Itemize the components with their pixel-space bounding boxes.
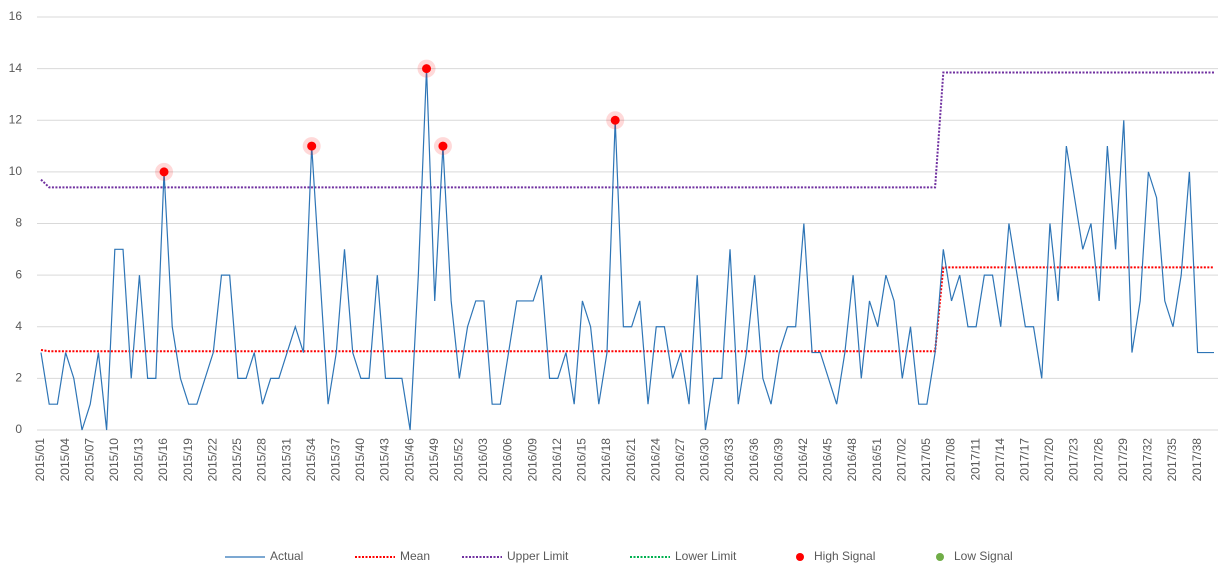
series-line	[40, 266, 1214, 353]
x-tick-label: 2016/51	[870, 438, 884, 482]
x-tick-label: 2017/05	[919, 438, 933, 482]
x-tick-label: 2015/10	[107, 438, 121, 482]
x-tick-label: 2016/06	[501, 438, 515, 482]
x-tick-label: 2016/45	[821, 438, 835, 482]
y-tick-label: 4	[15, 319, 22, 333]
y-tick-label: 6	[15, 267, 22, 281]
x-tick-label: 2017/11	[968, 438, 982, 481]
x-tick-label: 2017/35	[1165, 438, 1179, 482]
x-tick-label: 2016/12	[550, 438, 564, 482]
x-tick-label: 2015/37	[328, 438, 342, 482]
x-tick-label: 2015/28	[255, 438, 269, 482]
x-tick-label: 2015/49	[427, 438, 441, 482]
x-tick-label: 2016/36	[747, 438, 761, 482]
x-tick-label: 2017/38	[1190, 438, 1204, 482]
x-tick-label: 2016/09	[525, 438, 539, 482]
y-tick-label: 12	[9, 112, 23, 126]
x-tick-label: 2017/02	[894, 438, 908, 482]
x-tick-label: 2016/24	[648, 438, 662, 482]
x-tick-label: 2016/03	[476, 438, 490, 482]
x-tick-label: 2017/29	[1116, 438, 1130, 482]
x-tick-label: 2015/52	[452, 438, 466, 482]
legend-label: Upper Limit	[507, 549, 569, 563]
y-tick-label: 16	[9, 9, 23, 23]
x-tick-label: 2015/31	[279, 438, 293, 482]
x-tick-label: 2016/21	[624, 438, 638, 482]
x-tick-label: 2017/20	[1042, 438, 1056, 482]
legend-label: Lower Limit	[675, 549, 737, 563]
signal-marker	[438, 141, 448, 151]
x-tick-label: 2016/15	[575, 438, 589, 482]
y-tick-label: 14	[9, 61, 23, 75]
x-tick-label: 2015/22	[205, 438, 219, 482]
x-tick-label: 2016/27	[673, 438, 687, 482]
signal-marker	[422, 64, 432, 74]
x-tick-label: 2017/08	[944, 438, 958, 482]
legend-label: Low Signal	[954, 549, 1013, 563]
x-tick-label: 2015/34	[304, 438, 318, 482]
x-tick-label: 2015/43	[378, 438, 392, 482]
legend-marker	[936, 553, 944, 561]
series-line	[40, 68, 1214, 431]
legend-label: Actual	[270, 549, 303, 563]
x-tick-label: 2015/07	[82, 438, 96, 482]
x-tick-label: 2016/30	[698, 438, 712, 482]
x-tick-label: 2015/01	[33, 438, 47, 482]
x-tick-label: 2015/46	[402, 438, 416, 482]
x-tick-label: 2015/19	[181, 438, 195, 482]
y-tick-label: 0	[15, 422, 22, 436]
legend-label: Mean	[400, 549, 430, 563]
y-tick-label: 2	[15, 371, 22, 385]
x-tick-label: 2016/39	[771, 438, 785, 482]
legend-label: High Signal	[814, 549, 875, 563]
x-tick-label: 2016/48	[845, 438, 859, 482]
x-tick-label: 2017/26	[1091, 438, 1105, 482]
legend-marker	[796, 553, 804, 561]
x-tick-label: 2017/17	[1018, 438, 1032, 482]
signal-marker	[307, 141, 317, 151]
x-tick-label: 2017/32	[1141, 438, 1155, 482]
x-tick-label: 2017/23	[1067, 438, 1081, 482]
x-tick-label: 2017/14	[993, 438, 1007, 482]
x-tick-label: 2015/13	[132, 438, 146, 482]
x-tick-label: 2015/25	[230, 438, 244, 482]
signal-marker	[159, 167, 169, 177]
series-line	[40, 71, 1214, 189]
y-tick-label: 10	[9, 164, 23, 178]
x-tick-label: 2016/18	[599, 438, 613, 482]
x-tick-label: 2016/33	[722, 438, 736, 482]
x-tick-label: 2015/04	[58, 438, 72, 482]
signal-marker	[610, 115, 620, 125]
x-tick-label: 2015/16	[156, 438, 170, 482]
x-tick-label: 2016/42	[796, 438, 810, 482]
x-tick-label: 2015/40	[353, 438, 367, 482]
y-tick-label: 8	[15, 216, 22, 230]
